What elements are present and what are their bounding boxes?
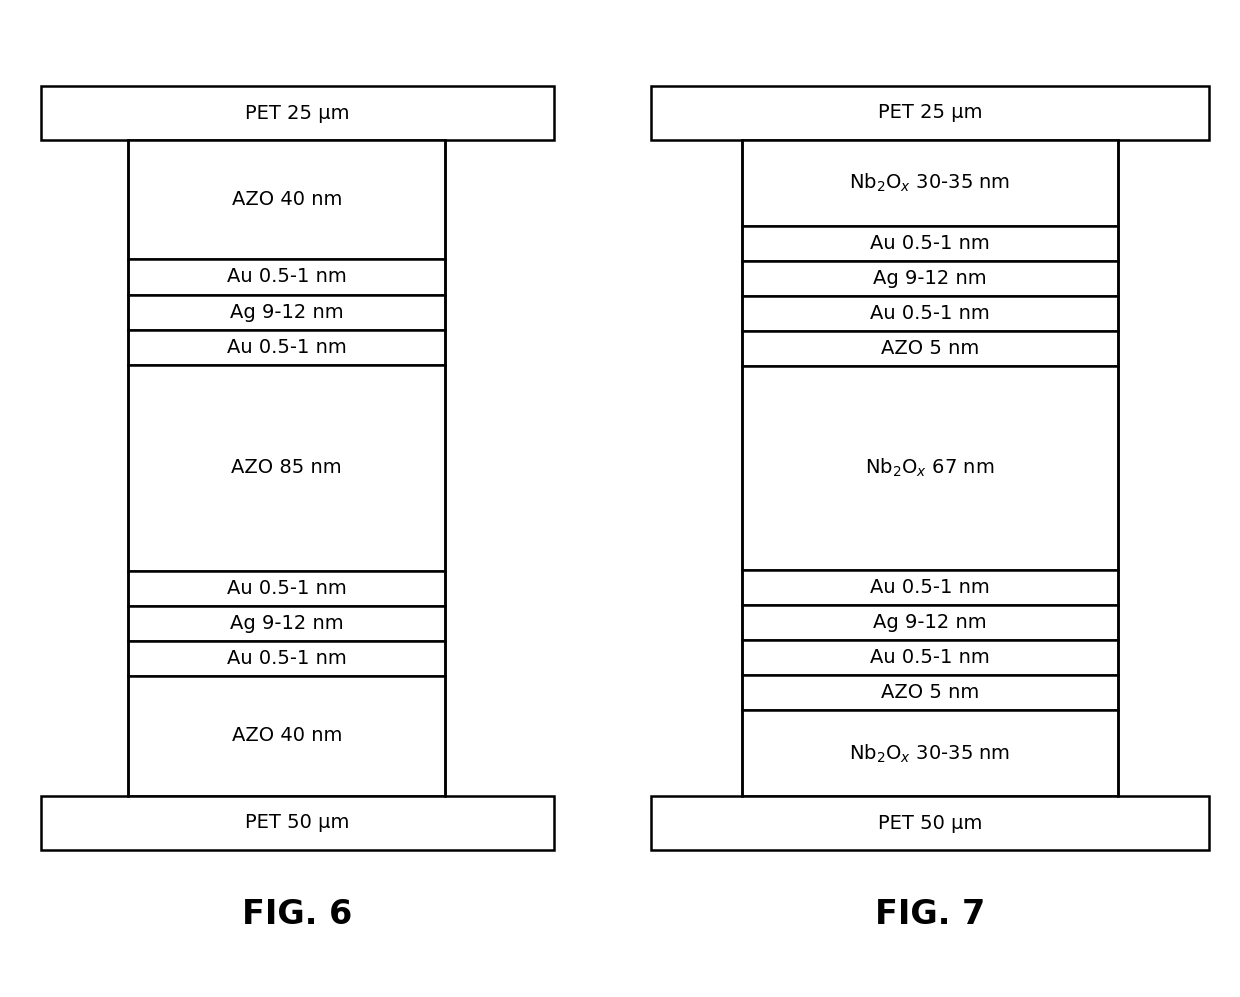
Text: Au 0.5-1 nm: Au 0.5-1 nm bbox=[870, 234, 990, 253]
Bar bbox=[742, 261, 1118, 296]
Bar bbox=[742, 675, 1118, 710]
Bar bbox=[742, 296, 1118, 331]
Text: AZO 5 nm: AZO 5 nm bbox=[880, 683, 980, 702]
Bar bbox=[742, 140, 1118, 226]
Text: Nb$_2$O$_x$ 30-35 nm: Nb$_2$O$_x$ 30-35 nm bbox=[849, 171, 1011, 194]
Text: PET 50 μm: PET 50 μm bbox=[246, 814, 350, 832]
Bar bbox=[129, 606, 445, 641]
Bar bbox=[742, 226, 1118, 261]
Bar bbox=[742, 570, 1118, 605]
Text: Au 0.5-1 nm: Au 0.5-1 nm bbox=[227, 338, 346, 357]
Text: AZO 85 nm: AZO 85 nm bbox=[232, 459, 342, 478]
Text: PET 50 μm: PET 50 μm bbox=[878, 814, 982, 832]
Bar bbox=[742, 331, 1118, 366]
Text: Au 0.5-1 nm: Au 0.5-1 nm bbox=[870, 648, 990, 667]
Bar bbox=[129, 294, 445, 330]
Bar bbox=[129, 141, 445, 259]
Text: AZO 40 nm: AZO 40 nm bbox=[232, 727, 342, 746]
Bar bbox=[41, 86, 554, 141]
Text: Au 0.5-1 nm: Au 0.5-1 nm bbox=[870, 304, 990, 323]
Bar bbox=[129, 570, 445, 606]
Bar bbox=[129, 676, 445, 796]
Bar bbox=[651, 797, 1209, 850]
Bar bbox=[129, 330, 445, 365]
Bar bbox=[129, 259, 445, 294]
Text: PET 25 μm: PET 25 μm bbox=[878, 104, 982, 123]
Text: Ag 9-12 nm: Ag 9-12 nm bbox=[873, 613, 987, 632]
Text: Ag 9-12 nm: Ag 9-12 nm bbox=[229, 614, 343, 633]
Text: Au 0.5-1 nm: Au 0.5-1 nm bbox=[227, 267, 346, 286]
Text: Ag 9-12 nm: Ag 9-12 nm bbox=[229, 303, 343, 322]
Bar bbox=[129, 365, 445, 570]
Text: AZO 40 nm: AZO 40 nm bbox=[232, 190, 342, 209]
Text: FIG. 6: FIG. 6 bbox=[243, 898, 352, 931]
Text: Au 0.5-1 nm: Au 0.5-1 nm bbox=[870, 578, 990, 597]
Bar bbox=[742, 605, 1118, 640]
Text: AZO 5 nm: AZO 5 nm bbox=[880, 339, 980, 358]
Bar bbox=[742, 640, 1118, 675]
Text: PET 25 μm: PET 25 μm bbox=[246, 104, 350, 123]
Bar bbox=[651, 86, 1209, 140]
Bar bbox=[41, 796, 554, 849]
Text: Ag 9-12 nm: Ag 9-12 nm bbox=[873, 269, 987, 288]
Bar bbox=[742, 710, 1118, 797]
Text: Au 0.5-1 nm: Au 0.5-1 nm bbox=[227, 579, 346, 598]
Text: Nb$_2$O$_x$ 30-35 nm: Nb$_2$O$_x$ 30-35 nm bbox=[849, 742, 1011, 765]
Text: Au 0.5-1 nm: Au 0.5-1 nm bbox=[227, 649, 346, 668]
Bar bbox=[129, 641, 445, 676]
Bar bbox=[742, 366, 1118, 570]
Text: FIG. 7: FIG. 7 bbox=[875, 898, 985, 931]
Text: Nb$_2$O$_x$ 67 nm: Nb$_2$O$_x$ 67 nm bbox=[866, 457, 994, 480]
